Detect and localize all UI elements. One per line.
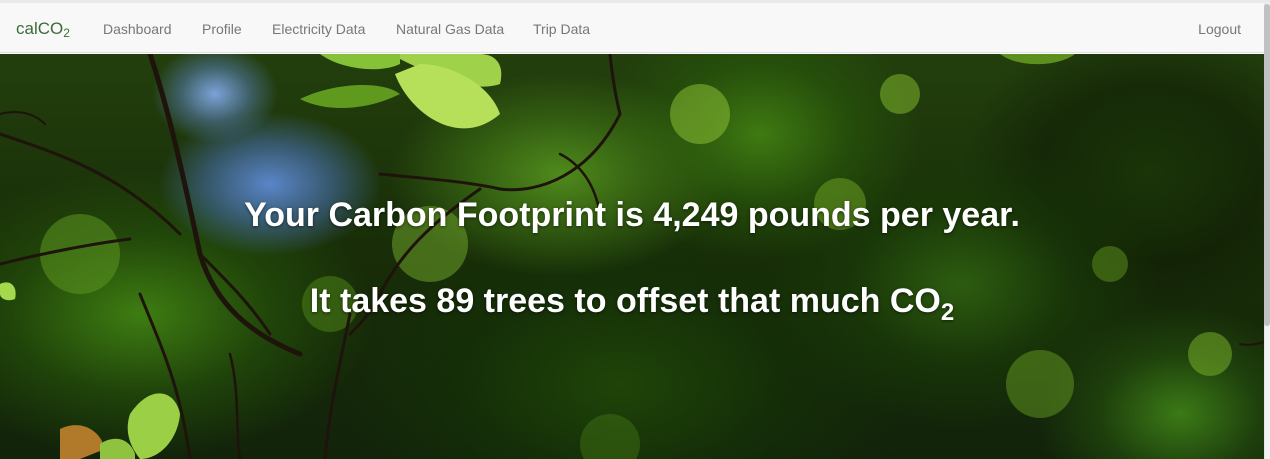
brand-text: calCO (16, 19, 64, 38)
page-scrollbar-thumb[interactable] (1264, 4, 1270, 326)
nav-link-electricity-data[interactable]: Electricity Data (272, 21, 366, 37)
nav-link-trip-data[interactable]: Trip Data (533, 21, 591, 37)
nav-link-dashboard[interactable]: Dashboard (103, 21, 172, 37)
brand-logo-link[interactable]: calCO2 (16, 3, 70, 53)
leaf-cluster-top (300, 54, 1075, 129)
top-navbar: calCO2 Dashboard Profile Electricity Dat… (0, 3, 1264, 53)
brand-subscript: 2 (63, 26, 70, 40)
leaf-cluster-bottom (0, 282, 180, 459)
trees-offset-heading: It takes 89 trees to offset that much CO… (0, 282, 1264, 325)
forest-background-image (0, 54, 1264, 459)
co2-subscript: 2 (940, 299, 955, 326)
nav-link-natural-gas-data[interactable]: Natural Gas Data (396, 21, 505, 37)
carbon-footprint-heading: Your Carbon Footprint is 4,249 pounds pe… (244, 196, 1020, 234)
trees-offset-text: It takes 89 trees to offset that much CO (309, 282, 941, 320)
tree-branches (0, 54, 1264, 459)
browser-edge (0, 0, 1270, 3)
hero-banner: Your Carbon Footprint is 4,249 pounds pe… (0, 54, 1264, 459)
nav-link-profile[interactable]: Profile (202, 21, 242, 37)
logout-link[interactable]: Logout (1198, 21, 1241, 37)
